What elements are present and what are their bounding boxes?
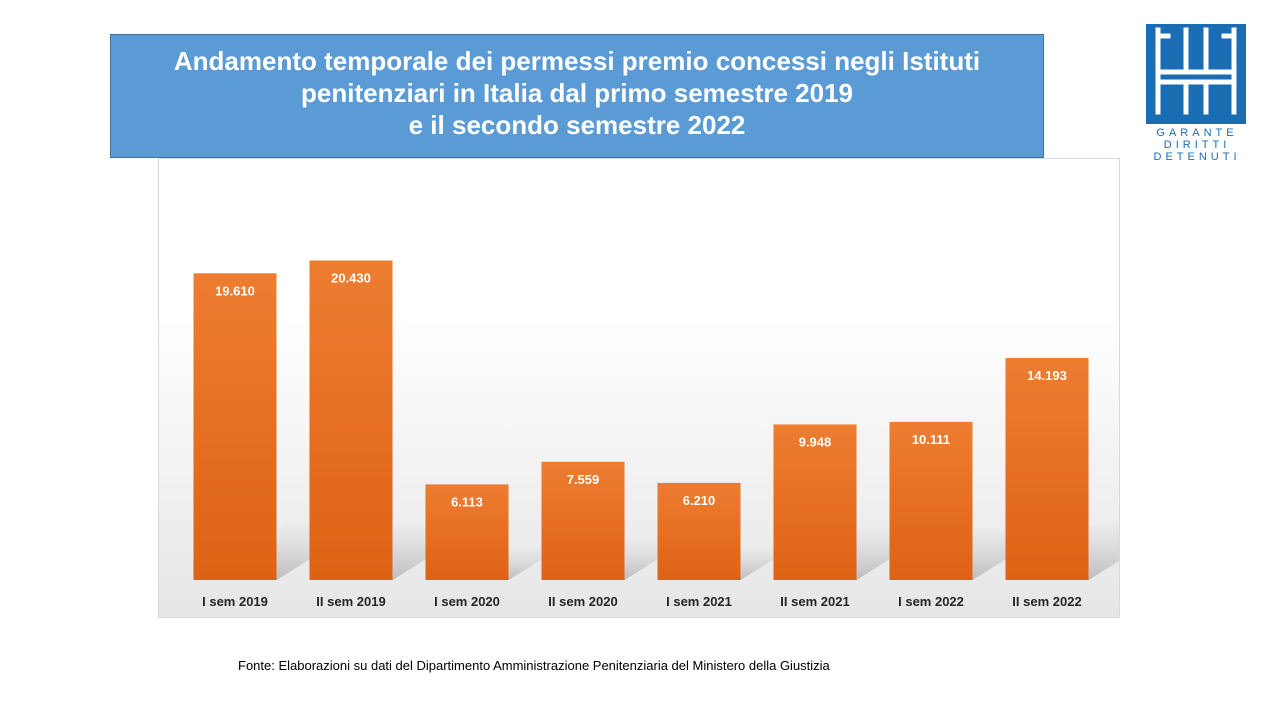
- data-label: 7.559: [567, 472, 600, 487]
- data-label: 6.113: [451, 494, 483, 509]
- x-tick-label: I sem 2020: [434, 594, 500, 609]
- x-tick-label: II sem 2020: [548, 594, 617, 609]
- title-line-2: penitenziari in Italia dal primo semestr…: [301, 78, 853, 108]
- garante-logo: GARANTE DIRITTI DETENUTI: [1146, 24, 1248, 163]
- x-tick-label: II sem 2021: [780, 594, 849, 609]
- chart-title-box: Andamento temporale dei permessi premio …: [110, 34, 1044, 158]
- chart-area: 19.610 I sem 2019 20.430 II sem 2019 6.113 I …: [158, 158, 1120, 618]
- x-tick-label: I sem 2022: [898, 594, 964, 609]
- x-tick-label: II sem 2019: [316, 594, 385, 609]
- x-tick-label: I sem 2021: [666, 594, 732, 609]
- data-label: 9.948: [799, 434, 832, 449]
- data-label: 19.610: [215, 283, 255, 298]
- logo-line-2: DIRITTI: [1163, 139, 1231, 151]
- source-footnote: Fonte: Elaborazioni su dati del Dipartim…: [238, 658, 830, 673]
- logo-line-3: DETENUTI: [1153, 151, 1241, 163]
- data-label: 14.193: [1027, 368, 1067, 383]
- bar-ii-sem-2019: [309, 260, 393, 580]
- data-label: 20.430: [331, 270, 371, 285]
- bar-chart: 19.610 I sem 2019 20.430 II sem 2019 6.113 I …: [193, 260, 1119, 609]
- bar-ii-sem-2020: [541, 461, 625, 580]
- x-tick-label: I sem 2019: [202, 594, 268, 609]
- bar-i-sem-2019: [193, 273, 277, 580]
- data-label: 6.210: [683, 493, 716, 508]
- bar-i-sem-2022: [889, 421, 973, 580]
- logo-line-1: GARANTE: [1156, 127, 1238, 139]
- logo-wordmark: GARANTE DIRITTI DETENUTI: [1146, 127, 1248, 163]
- title-line-1: Andamento temporale dei permessi premio …: [173, 46, 981, 76]
- bar-ii-sem-2021: [773, 424, 857, 580]
- title-line-3: e il secondo semestre 2022: [408, 110, 746, 140]
- x-tick-label: II sem 2022: [1012, 594, 1081, 609]
- logo-emblem: [1146, 24, 1246, 124]
- bar-ii-sem-2022: [1005, 358, 1089, 580]
- bar-i-sem-2020: [425, 484, 509, 580]
- bar-i-sem-2021: [657, 482, 741, 580]
- data-label: 10.111: [912, 432, 950, 447]
